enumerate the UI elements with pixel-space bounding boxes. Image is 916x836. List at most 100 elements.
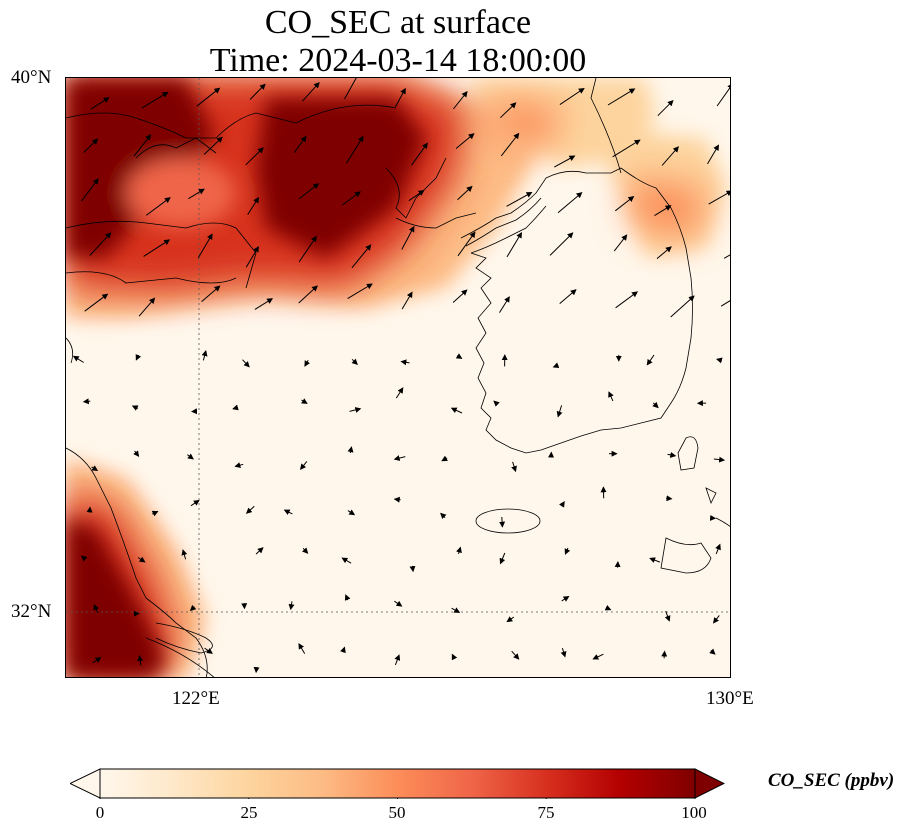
wind-arrow xyxy=(84,293,109,312)
lat-tick-32n: 32°N xyxy=(11,601,52,622)
wind-arrow xyxy=(351,358,358,366)
wind-arrow xyxy=(93,603,100,614)
coastlines xyxy=(66,78,730,677)
wind-arrow xyxy=(393,455,406,461)
gridlines xyxy=(66,78,730,677)
wind-arrow xyxy=(341,557,352,564)
wind-arrow xyxy=(299,461,308,470)
wind-arrow xyxy=(556,405,563,418)
map-panel xyxy=(65,77,731,678)
wind-arrow xyxy=(557,192,583,214)
wind-arrow xyxy=(664,610,671,622)
wind-arrow xyxy=(298,643,306,654)
wind-arrow xyxy=(72,355,84,363)
colorbar-label: CO_SEC (ppbv) xyxy=(768,770,895,791)
colorbar-tick-50: 50 xyxy=(388,803,406,822)
wind-arrow xyxy=(302,81,320,102)
wind-arrow xyxy=(340,646,346,654)
wind-arrow xyxy=(511,650,520,660)
wind-arrow xyxy=(654,205,672,217)
wind-arrow xyxy=(133,450,140,457)
wind-arrow xyxy=(649,557,661,563)
wind-arrow xyxy=(141,91,169,109)
wind-arrow xyxy=(452,289,468,303)
colorbar xyxy=(70,768,725,799)
wind-arrow xyxy=(720,300,730,307)
wind-arrow xyxy=(457,231,476,257)
wind-arrow xyxy=(203,136,223,155)
wind-arrow xyxy=(242,359,250,368)
colorbar-extend-min xyxy=(70,768,101,799)
wind-arrow xyxy=(716,357,723,364)
wind-arrow xyxy=(143,239,171,257)
wind-arrow xyxy=(304,359,310,367)
wind-arrow xyxy=(408,190,425,202)
wind-arrow xyxy=(500,132,520,157)
wind-arrow xyxy=(301,547,309,554)
wind-arrow xyxy=(450,407,463,414)
wind-arrow xyxy=(254,298,274,310)
wind-arrow xyxy=(347,283,373,300)
wind-arrow xyxy=(345,135,364,164)
lat-tick-40n: 40°N xyxy=(11,67,52,88)
wind-arrow xyxy=(707,144,720,165)
wind-arrow xyxy=(453,91,468,110)
wind-arrow xyxy=(554,155,576,168)
wind-arrow xyxy=(349,407,362,413)
map-subtitle-time: Time: 2024-03-14 18:00:00 xyxy=(209,42,587,79)
wind-arrow xyxy=(344,78,357,100)
wind-arrow xyxy=(204,647,213,654)
wind-arrow xyxy=(561,595,570,602)
map-title: CO_SEC at surface xyxy=(264,4,532,41)
wind-arrow xyxy=(661,650,668,659)
wind-arrow xyxy=(288,601,295,611)
wind-arrow xyxy=(301,398,308,404)
wind-arrow xyxy=(613,234,628,252)
wind-arrow xyxy=(344,594,351,601)
wind-arrow xyxy=(559,501,565,508)
wind-arrow xyxy=(351,244,372,269)
colorbar-tick-25: 25 xyxy=(240,803,258,822)
wind-arrow xyxy=(347,446,354,454)
wind-arrow xyxy=(89,232,112,256)
colorbar-tick-100: 100 xyxy=(681,803,707,822)
wind-arrow xyxy=(394,600,403,607)
wind-arrow xyxy=(549,232,574,256)
wind-arrow xyxy=(713,456,726,463)
wind-arrow xyxy=(441,455,448,462)
lon-tick-130e: 130°E xyxy=(706,688,754,709)
wind-arrow xyxy=(181,549,188,560)
wind-arrow xyxy=(661,146,679,166)
wind-arrow xyxy=(723,254,730,259)
wind-arrow xyxy=(347,509,356,516)
wind-arrow xyxy=(190,499,200,507)
wind-vector-field xyxy=(72,78,730,674)
wind-arrow xyxy=(196,87,221,107)
wind-arrow xyxy=(138,297,156,317)
wind-arrow xyxy=(614,195,635,212)
wind-arrow xyxy=(81,178,99,202)
wind-arrow xyxy=(409,565,416,573)
wind-arrow xyxy=(298,183,320,200)
wind-arrow xyxy=(607,88,636,106)
wind-arrow xyxy=(667,451,677,458)
wind-arrow xyxy=(298,285,318,304)
wind-arrow xyxy=(201,350,208,361)
wind-arrow xyxy=(552,362,560,368)
wind-arrow xyxy=(137,655,144,666)
wind-arrow xyxy=(604,604,612,611)
wind-arrow xyxy=(646,354,655,366)
wind-arrow xyxy=(82,398,91,405)
colorbar-tick-0: 0 xyxy=(95,803,105,822)
colorbar-tick-75: 75 xyxy=(537,803,555,822)
wind-arrow xyxy=(145,197,171,216)
wind-arrow xyxy=(91,465,99,472)
wind-arrow xyxy=(560,647,567,658)
wind-arrow xyxy=(457,185,473,201)
wind-arrow xyxy=(80,555,88,562)
wind-arrow xyxy=(245,147,264,166)
wind-arrow xyxy=(493,400,500,407)
wind-arrow xyxy=(133,134,152,157)
wind-arrow xyxy=(564,547,571,555)
colorbar-extend-max xyxy=(694,768,725,799)
